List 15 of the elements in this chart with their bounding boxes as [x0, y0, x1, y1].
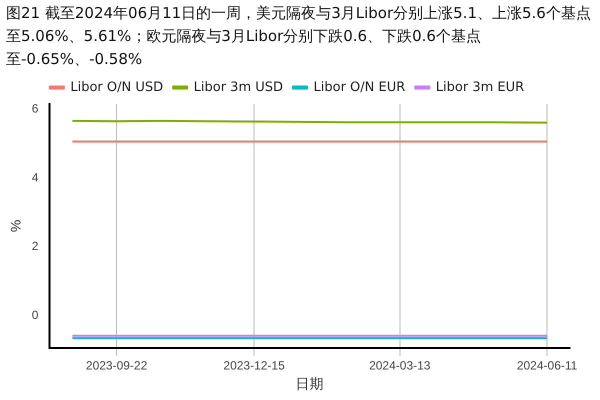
legend-label: Libor O/N USD	[70, 80, 164, 95]
y-tick-label: 4	[32, 170, 39, 184]
y-tick-label: 6	[32, 101, 39, 116]
legend-label: Libor 3m USD	[194, 80, 284, 95]
x-tick-label: 2023-09-22	[86, 358, 148, 372]
x-tick-label: 2024-03-13	[369, 358, 431, 372]
y-tick-label: 0	[32, 308, 39, 322]
x-axis-title: 日期	[296, 375, 324, 392]
y-axis-title: %	[7, 220, 24, 232]
legend-label: Libor O/N EUR	[314, 80, 406, 95]
legend-label: Libor 3m EUR	[436, 80, 524, 95]
x-tick-label: 2023-12-15	[223, 358, 286, 372]
chart-title: 图21 截至2024年06月11日的一周，美元隔夜与3月Libor分别上涨5.1、上涨5.6个基点至5.06%、5.61%；欧元隔夜与3月Libor分别下跌0.6、下跌0.6个基点至-0.65%、-0.58%	[5, 3, 592, 70]
x-tick-label: 2024-06-11	[516, 358, 578, 372]
y-tick-label: 2	[32, 239, 39, 254]
